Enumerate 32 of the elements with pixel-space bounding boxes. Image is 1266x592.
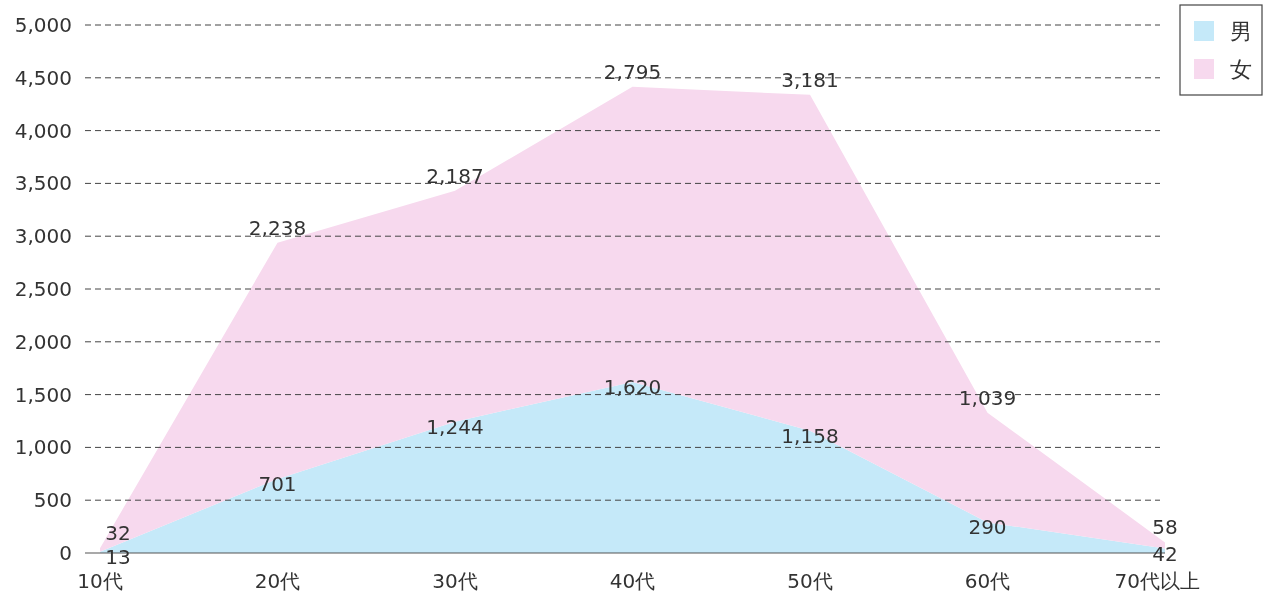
y-tick-label: 3,000 — [14, 224, 72, 249]
x-tick-label: 30代 — [432, 569, 478, 592]
y-tick-label: 4,000 — [14, 118, 72, 143]
y-tick-label: 0 — [59, 541, 72, 565]
data-label: 32 — [105, 521, 131, 546]
y-tick-label: 5,000 — [14, 13, 72, 37]
legend-label: 男 — [1230, 19, 1252, 44]
x-tick-label: 10代 — [77, 569, 123, 592]
x-tick-label: 70代以上 — [1114, 569, 1200, 592]
data-label: 1,620 — [603, 374, 662, 399]
legend-label: 女 — [1230, 57, 1252, 82]
data-label: 701 — [258, 471, 297, 496]
y-tick-label: 4,500 — [14, 65, 72, 90]
x-tick-label: 20代 — [254, 569, 301, 592]
y-tick-label: 1,500 — [14, 382, 72, 407]
x-tick-label: 50代 — [787, 569, 833, 592]
x-tick-label: 60代 — [964, 569, 1011, 592]
y-tick-label: 3,500 — [14, 171, 72, 196]
y-tick-label: 500 — [33, 488, 72, 513]
y-tick-label: 2,000 — [14, 329, 72, 354]
data-label: 3,181 — [781, 67, 839, 92]
data-label: 42 — [1152, 541, 1178, 566]
data-label: 2,187 — [426, 163, 484, 188]
data-label: 1,158 — [781, 423, 839, 448]
data-label: 58 — [1152, 515, 1178, 540]
x-tick-label: 40代 — [609, 569, 656, 592]
y-tick-label: 2,500 — [14, 277, 72, 301]
y-tick-label: 1,000 — [14, 435, 72, 460]
data-label: 290 — [968, 515, 1007, 540]
data-label: 1,039 — [958, 385, 1017, 410]
data-label: 2,238 — [248, 215, 307, 240]
data-label: 1,244 — [426, 414, 484, 439]
